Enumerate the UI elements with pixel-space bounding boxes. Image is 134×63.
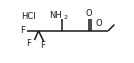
Text: HCl: HCl xyxy=(21,12,36,21)
Text: 2: 2 xyxy=(63,15,67,20)
Text: F: F xyxy=(26,39,31,48)
Text: O: O xyxy=(96,19,102,28)
Text: O: O xyxy=(86,9,92,18)
Text: NH: NH xyxy=(49,11,62,20)
Text: F: F xyxy=(20,26,25,35)
Text: F: F xyxy=(40,41,45,50)
